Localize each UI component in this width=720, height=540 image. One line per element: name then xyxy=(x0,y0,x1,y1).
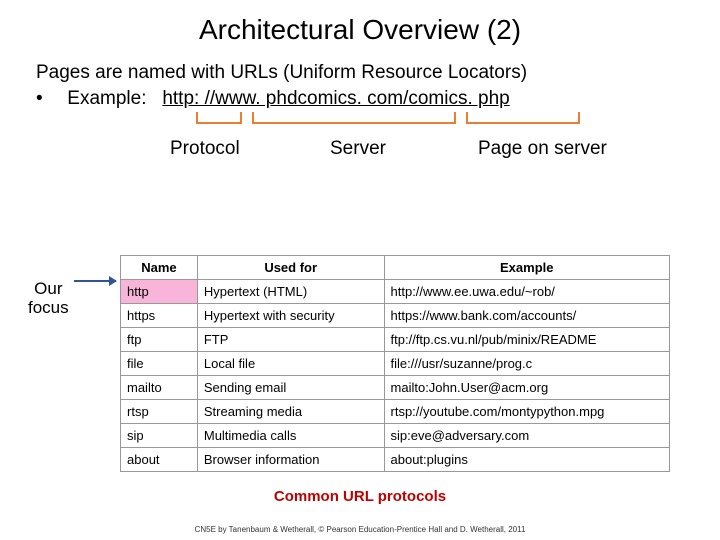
protocols-table-wrap: NameUsed forExample httpHypertext (HTML)… xyxy=(120,255,670,472)
table-cell: mailto xyxy=(121,376,198,400)
table-cell: Local file xyxy=(197,352,384,376)
bullet-icon: • xyxy=(36,88,62,110)
table-cell: ftp xyxy=(121,328,198,352)
table-cell: file:///usr/suzanne/prog.c xyxy=(384,352,669,376)
table-cell: https://www.bank.com/accounts/ xyxy=(384,304,669,328)
table-cell: rtsp://youtube.com/montypython.mpg xyxy=(384,400,669,424)
table-cell: mailto:John.User@acm.org xyxy=(384,376,669,400)
table-body: httpHypertext (HTML)http://www.ee.uwa.ed… xyxy=(121,280,670,472)
table-cell: http xyxy=(121,280,198,304)
bracket-page xyxy=(466,112,580,124)
table-cell: about:plugins xyxy=(384,448,669,472)
table-cell: file xyxy=(121,352,198,376)
table-cell: Sending email xyxy=(197,376,384,400)
footer-text: CN5E by Tanenbaum & Wetherall, © Pearson… xyxy=(0,525,720,534)
table-row: aboutBrowser informationabout:plugins xyxy=(121,448,670,472)
table-cell: Multimedia calls xyxy=(197,424,384,448)
table-cell: Hypertext with security xyxy=(197,304,384,328)
table-row: fileLocal filefile:///usr/suzanne/prog.c xyxy=(121,352,670,376)
our-focus-label: Ourfocus xyxy=(28,280,69,317)
table-row: ftpFTPftp://ftp.cs.vu.nl/pub/minix/READM… xyxy=(121,328,670,352)
url-part-labels: Protocol Server Page on server xyxy=(0,138,720,166)
table-cell: about xyxy=(121,448,198,472)
label-protocol: Protocol xyxy=(170,138,240,160)
subtitle-text: Pages are named with URLs (Uniform Resou… xyxy=(0,54,720,84)
slide-title: Architectural Overview (2) xyxy=(0,0,720,54)
table-cell: https xyxy=(121,304,198,328)
example-url: http: //www. phdcomics. com/comics. php xyxy=(162,88,509,109)
table-row: httpHypertext (HTML)http://www.ee.uwa.ed… xyxy=(121,280,670,304)
table-row: httpsHypertext with securityhttps://www.… xyxy=(121,304,670,328)
example-line: • Example: http: //www. phdcomics. com/c… xyxy=(0,84,720,110)
table-row: mailtoSending emailmailto:John.User@acm.… xyxy=(121,376,670,400)
table-header-cell: Example xyxy=(384,256,669,280)
table-row: rtspStreaming mediartsp://youtube.com/mo… xyxy=(121,400,670,424)
table-cell: rtsp xyxy=(121,400,198,424)
table-cell: sip:eve@adversary.com xyxy=(384,424,669,448)
table-row: sipMultimedia callssip:eve@adversary.com xyxy=(121,424,670,448)
table-cell: sip xyxy=(121,424,198,448)
table-header-row: NameUsed forExample xyxy=(121,256,670,280)
url-brackets xyxy=(0,112,720,136)
table-cell: Browser information xyxy=(197,448,384,472)
table-cell: Streaming media xyxy=(197,400,384,424)
bracket-server xyxy=(252,112,456,124)
protocols-table: NameUsed forExample httpHypertext (HTML)… xyxy=(120,255,670,472)
table-cell: ftp://ftp.cs.vu.nl/pub/minix/README xyxy=(384,328,669,352)
table-caption: Common URL protocols xyxy=(0,488,720,505)
table-cell: FTP xyxy=(197,328,384,352)
table-header-cell: Used for xyxy=(197,256,384,280)
table-header-cell: Name xyxy=(121,256,198,280)
label-page: Page on server xyxy=(478,138,607,160)
table-cell: Hypertext (HTML) xyxy=(197,280,384,304)
label-server: Server xyxy=(330,138,386,160)
arrow-icon xyxy=(74,280,116,282)
bracket-protocol xyxy=(196,112,242,124)
table-cell: http://www.ee.uwa.edu/~rob/ xyxy=(384,280,669,304)
example-label: Example: xyxy=(67,88,146,109)
